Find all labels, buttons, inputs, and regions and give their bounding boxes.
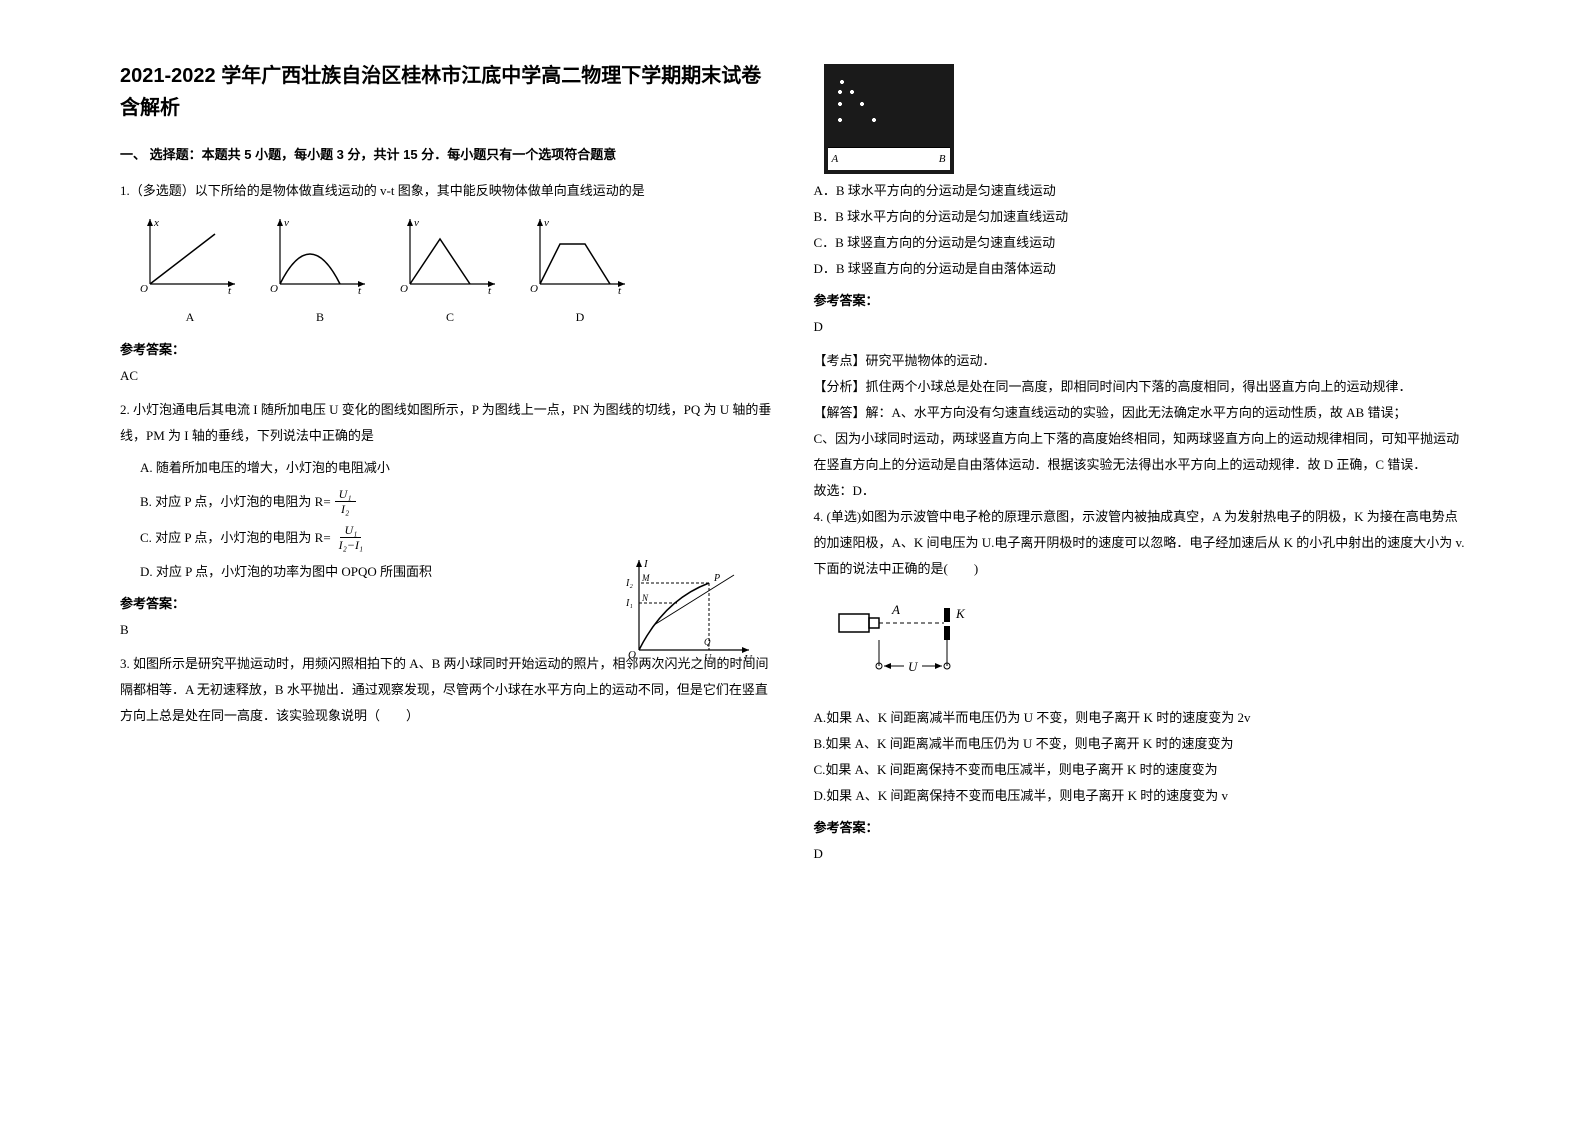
q1-answer: AC (120, 363, 774, 389)
svg-text:M: M (641, 573, 650, 583)
svg-text:t: t (228, 285, 232, 294)
q1-stem: 1.（多选题）以下所给的是物体做直线运动的 v-t 图象，其中能反映物体做单向直… (120, 178, 774, 204)
q3-answer: D (814, 314, 1468, 340)
left-column: 2021-2022 学年广西壮族自治区桂林市江底中学高二物理下学期期末试卷含解析… (100, 60, 794, 1062)
q2-optb-den: I₂ (337, 502, 353, 516)
svg-text:O: O (270, 283, 278, 294)
svg-text:I: I (643, 558, 649, 570)
section-1-header: 一、 选择题：本题共 5 小题，每小题 3 分，共计 15 分．每小题只有一个选… (120, 142, 774, 168)
q2-iu-graph: O U I P U₁ I₂ I₁ M N Q (624, 555, 754, 665)
q3-opt-d: D．B 球竖直方向的分运动是自由落体运动 (814, 256, 1468, 282)
q1-label-c: C (400, 305, 500, 329)
q2-optc-num: U₁ (340, 523, 361, 538)
q3-opt-c: C．B 球竖直方向的分运动是匀速直线运动 (814, 230, 1468, 256)
q1-graph-d: O t v D (530, 214, 630, 329)
q4-stem: 4. (单选)如图为示波管中电子枪的原理示意图，示波管内被抽成真空，A 为发射热… (814, 504, 1468, 582)
q3-opt-a: A．B 球水平方向的分运动是匀速直线运动 (814, 178, 1468, 204)
q1-answer-label: 参考答案： (120, 337, 774, 363)
q4-answer-label: 参考答案： (814, 815, 1468, 841)
svg-text:K: K (955, 606, 966, 621)
q1-graph-b: O t v B (270, 214, 370, 329)
q3-photo-b: B (939, 148, 946, 170)
q3-kaodian: 【考点】研究平抛物体的运动． (814, 348, 1468, 374)
svg-text:U: U (908, 659, 919, 674)
svg-text:t: t (358, 285, 362, 294)
q2-optb-frac: U₁ I₂ (335, 487, 356, 517)
q3-jieda1: 【解答】解：A、水平方向没有匀速直线运动的实验，因此无法确定水平方向的运动性质，… (814, 400, 1468, 426)
svg-text:v: v (284, 217, 289, 229)
q3-photo: A B (824, 64, 954, 174)
svg-text:I₁: I₁ (625, 598, 633, 609)
q2-opt-b: B. 对应 P 点，小灯泡的电阻为 R= U₁ I₂ (140, 487, 774, 517)
svg-text:O: O (140, 283, 148, 294)
svg-text:U₁: U₁ (704, 653, 715, 664)
svg-text:I₂: I₂ (625, 578, 633, 589)
q2-optc-text: C. 对应 P 点，小灯泡的电阻为 R= (140, 525, 331, 551)
q3-opt-b: B．B 球水平方向的分运动是匀加速直线运动 (814, 204, 1468, 230)
svg-text:N: N (641, 593, 649, 603)
q1-graph-c: O t v C (400, 214, 500, 329)
q1-graphs: O t x A O t v B (140, 214, 774, 329)
q4-diagram: A K U (834, 596, 984, 686)
q4-opt-d: D.如果 A、K 间距离保持不变而电压减半，则电子离开 K 时的速度变为 v (814, 783, 1468, 809)
q4-opt-b: B.如果 A、K 间距离减半而电压仍为 U 不变，则电子离开 K 时的速度变为 (814, 731, 1468, 757)
q2-stem: 2. 小灯泡通电后其电流 I 随所加电压 U 变化的图线如图所示，P 为图线上一… (120, 397, 774, 449)
q1-label-b: B (270, 305, 370, 329)
q2-optb-num: U₁ (335, 487, 356, 502)
q3-jieda2: C、因为小球同时运动，两球竖直方向上下落的高度始终相同，知两球竖直方向上的运动规… (814, 426, 1468, 478)
q3-guxuan: 故选：D． (814, 478, 1468, 504)
q4-opt-a: A.如果 A、K 间距离减半而电压仍为 U 不变，则电子离开 K 时的速度变为 … (814, 705, 1468, 731)
exam-title: 2021-2022 学年广西壮族自治区桂林市江底中学高二物理下学期期末试卷含解析 (120, 60, 774, 124)
svg-text:v: v (544, 217, 549, 229)
svg-text:U: U (744, 653, 753, 665)
q4-answer: D (814, 841, 1468, 867)
svg-text:v: v (414, 217, 419, 229)
svg-text:t: t (618, 285, 622, 294)
svg-text:O: O (400, 283, 408, 294)
q1-label-d: D (530, 305, 630, 329)
q2-opt-c: C. 对应 P 点，小灯泡的电阻为 R= U₁ I₂−I₁ (140, 523, 774, 553)
q3-fenxi: 【分析】抓住两个小球总是处在同一高度，即相同时间内下落的高度相同，得出竖直方向上… (814, 374, 1468, 400)
q3-answer-label: 参考答案： (814, 288, 1468, 314)
q2-opt-a: A. 随着所加电压的增大，小灯泡的电阻减小 (140, 455, 774, 481)
svg-text:P: P (713, 573, 720, 584)
q1-label-a: A (140, 305, 240, 329)
svg-text:O: O (628, 649, 636, 661)
q3-photo-a: A (832, 148, 839, 170)
q4-opt-c: C.如果 A、K 间距离保持不变而电压减半，则电子离开 K 时的速度变为 (814, 757, 1468, 783)
svg-text:O: O (530, 283, 538, 294)
svg-text:A: A (891, 602, 900, 617)
q2-optc-frac: U₁ I₂−I₁ (335, 523, 367, 553)
q2-optb-text: B. 对应 P 点，小灯泡的电阻为 R= (140, 489, 331, 515)
right-column: A B A．B 球水平方向的分运动是匀速直线运动 B．B 球水平方向的分运动是匀… (794, 60, 1488, 1062)
svg-text:t: t (488, 285, 492, 294)
q2-optc-den: I₂−I₁ (335, 538, 367, 552)
q1-graph-a: O t x A (140, 214, 240, 329)
svg-text:x: x (153, 217, 159, 229)
svg-text:Q: Q (704, 637, 711, 647)
